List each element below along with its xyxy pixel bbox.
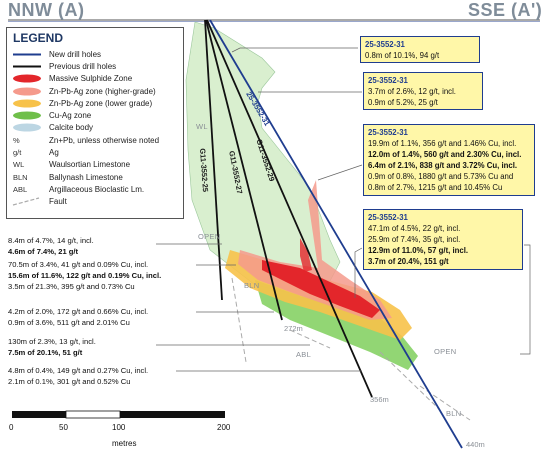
region-label-bln: BLN: [446, 409, 462, 418]
intercept-text: 130m of 2.3%, 13 g/t, incl.: [8, 337, 96, 346]
legend-item-massive-sulphide: Massive Sulphide Zone: [11, 73, 179, 85]
assay-line: 47.1m of 4.5%, 22 g/t, incl.: [368, 224, 461, 233]
assay-line: 19.9m of 1.1%, 356 g/t and 1.46% Cu, inc…: [368, 139, 517, 148]
assay-hole-id: 25-3552-31: [368, 128, 408, 137]
pink-swatch-icon: [11, 86, 43, 97]
legend-item-zn-pb-ag-lower: Zn-Pb-Ag zone (lower grade): [11, 97, 179, 109]
green-swatch-icon: [11, 110, 43, 121]
legend-abbr-label: Ballynash Limestone: [49, 172, 123, 182]
legend-item-cu-ag: Cu-Ag zone: [11, 109, 179, 121]
assay-box: 25-3552-31 19.9m of 1.1%, 356 g/t and 1.…: [363, 124, 535, 196]
dashed-line-icon: [11, 196, 43, 207]
massive-sulphide-zone: [262, 260, 380, 318]
assay-box: 25-3552-31 0.8m of 10.1%, 94 g/t: [360, 36, 480, 63]
region-label-open: OPEN: [198, 232, 221, 241]
black-line-icon: [11, 61, 43, 72]
legend-item-fault: Fault: [11, 196, 179, 208]
legend-abbr: g/t: [13, 148, 22, 158]
depth-label: 272m: [284, 324, 303, 333]
legend-label: Previous drill holes: [49, 61, 117, 71]
intercept-text: 4.2m of 2.0%, 172 g/t and 0.66% Cu, incl…: [8, 307, 149, 316]
intercept-text: 4.6m of 7.4%, 21 g/t: [8, 247, 79, 256]
assay-line: 12.9m of 11.0%, 57 g/t, incl.: [368, 246, 469, 255]
region-label-wl: WL: [196, 122, 208, 131]
legend-abbr-abl: ABL Argillaceous Bioclastic Lm.: [11, 183, 179, 195]
legend-abbr: %: [13, 135, 20, 145]
lightblue-swatch-icon: [11, 122, 43, 133]
intercept-text: 8.4m of 4.7%, 14 g/t, incl.: [8, 236, 94, 245]
legend-item-previous-drill-holes: Previous drill holes: [11, 60, 179, 72]
legend-item-new-drill-holes: New drill holes: [11, 48, 179, 60]
drill-hole-g11-3552-25: [204, 19, 223, 301]
legend-item-calcite: Calcite body: [11, 122, 179, 134]
assay-line: 0.9m of 0.8%, 1880 g/t and 5.73% Cu and: [368, 172, 514, 181]
scale-unit: metres: [112, 439, 137, 448]
zn-pb-ag-higher-zone: [238, 180, 392, 320]
legend-abbr-label: Waulsortian Limestone: [49, 160, 131, 170]
depth-label: 356m: [370, 395, 389, 404]
depth-label: 440m: [466, 440, 485, 449]
assay-hole-id: 25-3552-31: [368, 213, 408, 222]
red-swatch-icon: [11, 73, 43, 84]
legend-abbr-bln: BLN Ballynash Limestone: [11, 171, 179, 183]
region-label-bln: BLN: [244, 281, 260, 290]
intercept-text: 15.6m of 11.6%, 122 g/t and 0.19% Cu, in…: [8, 271, 162, 280]
assay-line: 25.9m of 7.4%, 35 g/t, incl.: [368, 235, 461, 244]
legend-title: LEGEND: [13, 31, 64, 45]
legend: LEGEND New drill holes Previous drill ho…: [6, 27, 184, 219]
assay-hole-id: 25-3552-31: [365, 40, 405, 49]
assay-line: 3.7m of 20.4%, 151 g/t: [368, 257, 449, 266]
intercept-text: 2.1m of 0.1%, 301 g/t and 0.52% Cu: [8, 377, 131, 386]
legend-abbr-gt: g/t Ag: [11, 146, 179, 158]
legend-abbr-label: Ag: [49, 148, 59, 158]
intercept-text: 7.5m of 20.1%, 51 g/t: [8, 348, 83, 357]
legend-label: Cu-Ag zone: [49, 111, 92, 121]
scale-tick: 0: [9, 423, 14, 432]
legend-abbr-label: Zn+Pb, unless otherwise noted: [49, 135, 160, 145]
legend-abbr: ABL: [13, 184, 28, 194]
assay-line: 6.4m of 2.1%, 838 g/t and 3.72% Cu, incl…: [368, 161, 518, 170]
drill-hole-g11-3552-29: [206, 19, 373, 398]
scale-bar: [12, 410, 225, 419]
assay-box: 25-3552-31 3.7m of 2.6%, 12 g/t, incl. 0…: [363, 72, 483, 110]
legend-abbr-label: Argillaceous Bioclastic Lm.: [49, 184, 145, 194]
assay-line: 3.7m of 2.6%, 12 g/t, incl.: [368, 87, 456, 96]
assay-hole-id: 25-3552-31: [368, 76, 408, 85]
intercept-text: 3.5m of 21.3%, 395 g/t and 0.73% Cu: [8, 282, 135, 291]
legend-abbr-wl: WL Waulsortian Limestone: [11, 159, 179, 171]
legend-abbr-percent: % Zn+Pb, unless otherwise noted: [11, 134, 179, 146]
legend-label: Massive Sulphide Zone: [49, 74, 133, 84]
section-end-label: SSE (A'): [468, 0, 543, 20]
scale-tick: 100: [112, 423, 126, 432]
intercept-text: 70.5m of 3.4%, 41 g/t and 0.09% Cu, incl…: [8, 260, 149, 269]
legend-item-zn-pb-ag-higher: Zn-Pb-Ag zone (higher-grade): [11, 85, 179, 97]
legend-abbr: BLN: [13, 172, 28, 182]
legend-label: Zn-Pb-Ag zone (higher-grade): [49, 86, 156, 96]
assay-box: 25-3552-31 47.1m of 4.5%, 22 g/t, incl. …: [363, 209, 523, 270]
assay-line: 12.0m of 1.4%, 560 g/t and 2.30% Cu, inc…: [368, 150, 522, 159]
assay-line: 0.9m of 5.2%, 25 g/t: [368, 98, 438, 107]
drill-hole-25-3552-31: [209, 19, 463, 449]
region-label-abl: ABL: [296, 350, 312, 359]
blue-line-icon: [11, 49, 43, 60]
assay-line: 0.8m of 2.7%, 1215 g/t and 10.45% Cu: [368, 183, 503, 192]
scale-tick: 50: [59, 423, 68, 432]
legend-abbr: WL: [13, 160, 25, 170]
drill-hole-g11-3552-27: [205, 19, 283, 321]
legend-label: Calcite body: [49, 123, 94, 133]
region-label-open: OPEN: [434, 347, 457, 356]
legend-label: Fault: [49, 197, 67, 207]
section-start-label: NNW (A): [8, 0, 85, 20]
yellow-swatch-icon: [11, 98, 43, 109]
legend-label: Zn-Pb-Ag zone (lower grade): [49, 98, 153, 108]
assay-line: 0.8m of 10.1%, 94 g/t: [365, 51, 440, 60]
legend-label: New drill holes: [49, 49, 102, 59]
intercept-text: 0.9m of 3.6%, 511 g/t and 2.01% Cu: [8, 318, 130, 327]
intercept-text: 4.8m of 0.4%, 149 g/t and 0.27% Cu, incl…: [8, 366, 149, 375]
scale-tick: 200: [217, 423, 231, 432]
